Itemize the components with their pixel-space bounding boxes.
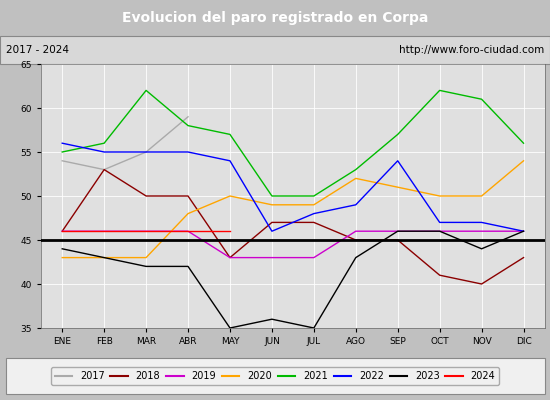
- Text: Evolucion del paro registrado en Corpa: Evolucion del paro registrado en Corpa: [122, 11, 428, 25]
- Legend: 2017, 2018, 2019, 2020, 2021, 2022, 2023, 2024: 2017, 2018, 2019, 2020, 2021, 2022, 2023…: [51, 367, 499, 385]
- Text: http://www.foro-ciudad.com: http://www.foro-ciudad.com: [399, 45, 544, 55]
- Text: 2017 - 2024: 2017 - 2024: [6, 45, 69, 55]
- FancyBboxPatch shape: [6, 358, 544, 394]
